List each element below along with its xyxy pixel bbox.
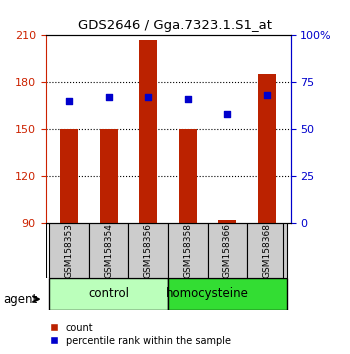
Text: GSM158358: GSM158358	[183, 223, 192, 278]
Bar	[179, 129, 197, 223]
Text: agent: agent	[4, 293, 38, 306]
Text: GSM158353: GSM158353	[65, 223, 74, 278]
Point	[264, 93, 270, 98]
Text: homocysteine: homocysteine	[166, 287, 249, 300]
Bar	[168, 223, 208, 278]
Bar	[49, 223, 89, 278]
Bar	[89, 223, 128, 278]
Point	[106, 95, 112, 100]
Point	[185, 96, 190, 102]
Bar	[218, 220, 236, 223]
Text: GSM158356: GSM158356	[144, 223, 153, 278]
Bar	[49, 278, 168, 310]
Point	[66, 98, 72, 104]
Bar	[168, 278, 287, 310]
Point	[146, 95, 151, 100]
Text: GDS2646 / Gga.7323.1.S1_at: GDS2646 / Gga.7323.1.S1_at	[78, 19, 272, 33]
Bar	[258, 74, 276, 223]
Bar	[247, 223, 287, 278]
Bar	[139, 40, 157, 223]
Text: GSM158366: GSM158366	[223, 223, 232, 278]
Text: GSM158368: GSM158368	[262, 223, 271, 278]
Bar	[100, 129, 118, 223]
Point	[224, 112, 230, 117]
Text: GSM158354: GSM158354	[104, 223, 113, 278]
Bar	[60, 129, 78, 223]
Legend: count, percentile rank within the sample: count, percentile rank within the sample	[50, 323, 231, 346]
Bar	[208, 223, 247, 278]
Text: control: control	[88, 287, 129, 300]
Bar	[128, 223, 168, 278]
